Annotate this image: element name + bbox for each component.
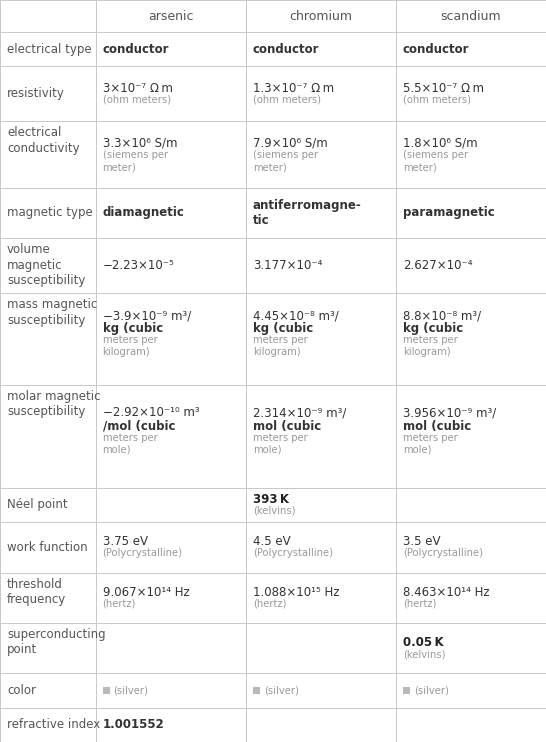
Text: molar magnetic
susceptibility: molar magnetic susceptibility [7,390,100,418]
Bar [103,687,110,694]
Text: antiferromagne-
tic: antiferromagne- tic [253,199,361,227]
Text: meters per
mole): meters per mole) [253,433,307,455]
Text: scandium: scandium [441,10,501,22]
Text: kg (cubic: kg (cubic [403,322,463,335]
Text: (silver): (silver) [414,686,449,695]
Text: volume
magnetic
susceptibility: volume magnetic susceptibility [7,243,85,287]
Text: electrical type: electrical type [7,43,92,56]
Text: −2.92×10⁻¹⁰ m³: −2.92×10⁻¹⁰ m³ [103,407,199,419]
Bar [253,687,260,694]
Text: mol (cubic: mol (cubic [403,419,471,433]
Text: (Polycrystalline): (Polycrystalline) [103,548,182,558]
Text: 1.3×10⁻⁷ Ω m: 1.3×10⁻⁷ Ω m [253,82,334,95]
Text: kg (cubic: kg (cubic [253,322,313,335]
Text: meters per
kilogram): meters per kilogram) [103,335,157,358]
Text: (siemens per
meter): (siemens per meter) [103,150,168,172]
Text: meters per
kilogram): meters per kilogram) [403,335,458,358]
Text: −3.9×10⁻⁹ m³/: −3.9×10⁻⁹ m³/ [103,309,191,322]
Text: 7.9×10⁶ S/m: 7.9×10⁶ S/m [253,137,328,150]
Text: 2.627×10⁻⁴: 2.627×10⁻⁴ [403,259,472,272]
Text: diamagnetic: diamagnetic [103,206,185,220]
Text: superconducting
point: superconducting point [7,628,105,657]
Text: 3.177×10⁻⁴: 3.177×10⁻⁴ [253,259,322,272]
Text: arsenic: arsenic [148,10,193,22]
Text: 3.75 eV: 3.75 eV [103,535,147,548]
Text: mol (cubic: mol (cubic [253,419,321,433]
Text: meters per
mole): meters per mole) [403,433,458,455]
Text: (silver): (silver) [114,686,149,695]
Text: (siemens per
meter): (siemens per meter) [253,150,318,172]
Text: 3×10⁻⁷ Ω m: 3×10⁻⁷ Ω m [103,82,173,95]
Text: chromium: chromium [289,10,352,22]
Text: meters per
mole): meters per mole) [103,433,157,455]
Text: 0.05 K: 0.05 K [403,636,443,649]
Text: (hertz): (hertz) [103,599,136,608]
Text: electrical
conductivity: electrical conductivity [7,126,80,155]
Text: conductor: conductor [403,43,470,56]
Text: 5.5×10⁻⁷ Ω m: 5.5×10⁻⁷ Ω m [403,82,484,95]
Bar [403,687,410,694]
Text: /mol (cubic: /mol (cubic [103,419,175,433]
Text: 2.314×10⁻⁹ m³/: 2.314×10⁻⁹ m³/ [253,407,346,419]
Text: (kelvins): (kelvins) [403,649,446,659]
Text: 1.001552: 1.001552 [103,718,164,732]
Text: mass magnetic
susceptibility: mass magnetic susceptibility [7,298,97,326]
Text: (Polycrystalline): (Polycrystalline) [253,548,333,558]
Text: resistivity: resistivity [7,88,65,100]
Text: threshold
frequency: threshold frequency [7,577,66,606]
Text: refractive index: refractive index [7,718,100,732]
Text: 8.8×10⁻⁸ m³/: 8.8×10⁻⁸ m³/ [403,309,481,322]
Text: magnetic type: magnetic type [7,206,93,220]
Text: paramagnetic: paramagnetic [403,206,495,220]
Text: (ohm meters): (ohm meters) [403,95,471,105]
Text: conductor: conductor [103,43,169,56]
Text: 4.45×10⁻⁸ m³/: 4.45×10⁻⁸ m³/ [253,309,339,322]
Text: color: color [7,684,36,697]
Text: (ohm meters): (ohm meters) [253,95,321,105]
Text: meters per
kilogram): meters per kilogram) [253,335,307,358]
Text: (hertz): (hertz) [253,599,286,608]
Text: (Polycrystalline): (Polycrystalline) [403,548,483,558]
Text: kg (cubic: kg (cubic [103,322,163,335]
Text: 3.956×10⁻⁹ m³/: 3.956×10⁻⁹ m³/ [403,407,496,419]
Text: 9.067×10¹⁴ Hz: 9.067×10¹⁴ Hz [103,585,189,599]
Text: 4.5 eV: 4.5 eV [253,535,290,548]
Text: (silver): (silver) [264,686,299,695]
Text: 393 K: 393 K [253,493,289,506]
Text: −2.23×10⁻⁵: −2.23×10⁻⁵ [103,259,174,272]
Text: work function: work function [7,541,87,554]
Text: 3.3×10⁶ S/m: 3.3×10⁶ S/m [103,137,177,150]
Text: 8.463×10¹⁴ Hz: 8.463×10¹⁴ Hz [403,585,489,599]
Text: Néel point: Néel point [7,499,68,511]
Text: 3.5 eV: 3.5 eV [403,535,441,548]
Text: 1.088×10¹⁵ Hz: 1.088×10¹⁵ Hz [253,585,339,599]
Text: (hertz): (hertz) [403,599,436,608]
Text: 1.8×10⁶ S/m: 1.8×10⁶ S/m [403,137,477,150]
Text: (siemens per
meter): (siemens per meter) [403,150,468,172]
Text: (kelvins): (kelvins) [253,506,295,516]
Text: conductor: conductor [253,43,319,56]
Text: (ohm meters): (ohm meters) [103,95,170,105]
